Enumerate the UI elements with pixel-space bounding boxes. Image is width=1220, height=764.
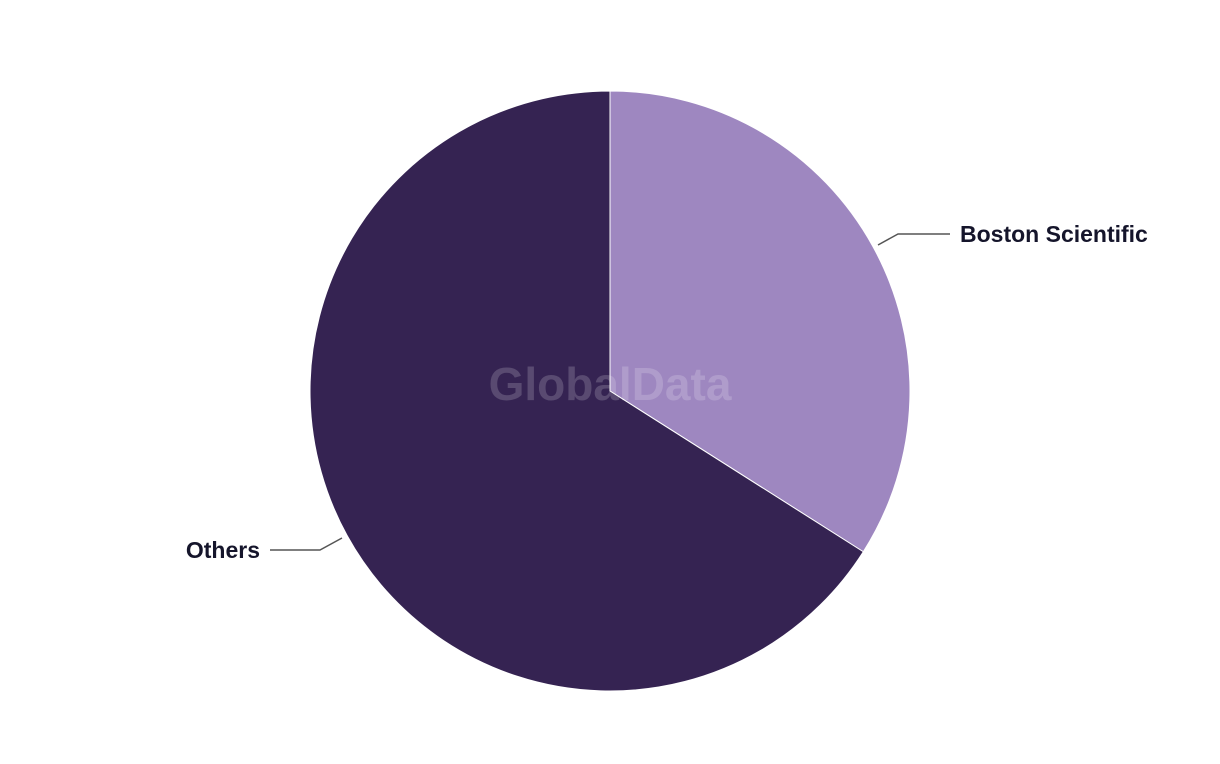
leader-line-boston-scientific	[877, 233, 950, 246]
pie-slice-others	[309, 90, 864, 692]
label-boston-scientific: Boston Scientific	[960, 221, 1148, 247]
leader-line-others	[270, 537, 343, 551]
label-others: Others	[186, 537, 260, 563]
pie-slice-boston-scientific	[609, 90, 911, 553]
watermark: GlobalData	[489, 358, 732, 410]
